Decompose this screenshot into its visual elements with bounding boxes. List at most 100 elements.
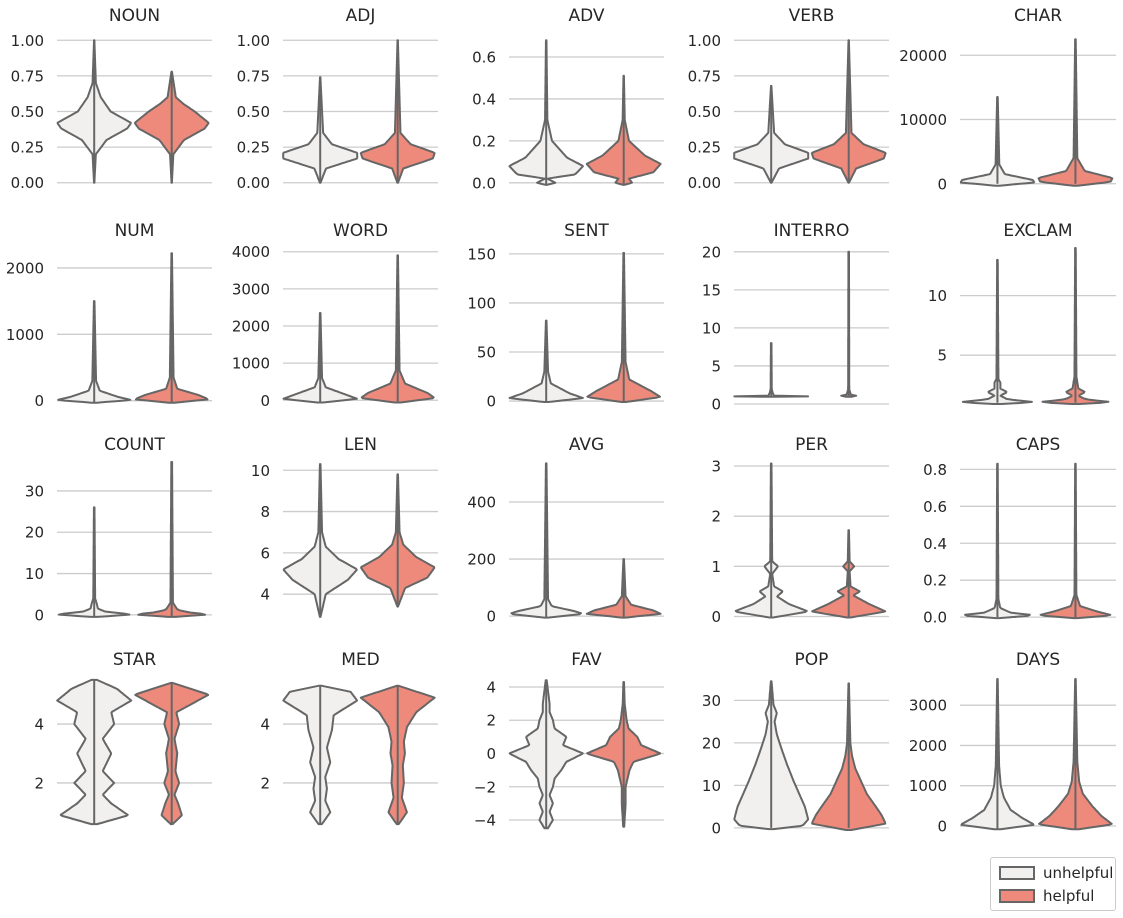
y-tick-label: 400 — [467, 493, 496, 511]
y-tick-label: 2 — [260, 774, 270, 792]
y-tick-label: 0.50 — [237, 103, 270, 121]
y-tick-label: −2 — [474, 778, 496, 796]
panel-per: PER 0 1 2 3 — [711, 435, 889, 626]
panel-caps: CAPS 0.0 0.2 0.4 0.6 0.8 — [923, 435, 1116, 627]
y-tick-label: 0 — [34, 606, 44, 624]
y-tick-label: 0 — [260, 392, 270, 410]
y-tick-label: 150 — [467, 245, 496, 263]
panel-title: POP — [795, 650, 829, 670]
y-tick-label: 30 — [25, 482, 44, 500]
y-tick-label: 20 — [25, 524, 44, 542]
y-tick-label: 0.00 — [11, 174, 44, 192]
y-tick-label: 10000 — [899, 111, 947, 129]
y-tick-label: 0.8 — [923, 461, 947, 479]
y-tick-label: 0.50 — [11, 103, 44, 121]
panel-exclam: EXCLAM 5 10 — [928, 221, 1116, 405]
y-tick-label: 30 — [702, 692, 721, 710]
panel-title: NOUN — [109, 6, 160, 26]
panel-pop: POP 0 10 20 30 — [702, 650, 889, 837]
y-tick-label: 20 — [702, 243, 721, 261]
y-tick-label: 100 — [467, 294, 496, 312]
y-tick-label: 0 — [486, 393, 496, 411]
panel-avg: AVG 0 200 400 — [467, 435, 664, 626]
y-tick-label: 0 — [711, 396, 721, 414]
panel-interro: INTERRO 0 5 10 15 20 — [702, 221, 889, 414]
y-tick-label: 5 — [711, 357, 721, 375]
panel-title: NUM — [115, 221, 155, 241]
panel-title: VERB — [789, 6, 835, 26]
panel-len: LEN 4 6 8 10 — [251, 435, 438, 618]
y-tick-label: 10 — [25, 565, 44, 583]
panel-days: DAYS 0 1000 2000 3000 — [909, 650, 1116, 835]
panel-title: STAR — [113, 650, 156, 670]
legend-item-unhelpful: unhelpful — [999, 863, 1113, 883]
y-tick-label: 0.25 — [237, 139, 270, 157]
y-tick-label: 4 — [260, 716, 270, 734]
panel-title: ADJ — [346, 6, 376, 26]
panel-word: WORD 0 1000 2000 3000 4000 — [232, 221, 438, 410]
y-tick-label: 50 — [477, 344, 496, 362]
y-tick-label: 1000 — [232, 355, 270, 373]
y-tick-label: 4 — [34, 716, 44, 734]
y-tick-label: 0.6 — [472, 48, 496, 66]
panel-num: NUM 0 1000 2000 — [6, 221, 212, 410]
y-tick-label: 3000 — [232, 280, 270, 298]
y-tick-label: 1.00 — [11, 32, 44, 50]
y-tick-label: 0 — [711, 608, 721, 626]
panel-title: AVG — [569, 435, 604, 455]
y-tick-label: −4 — [474, 812, 496, 830]
panel-char: CHAR 0 10000 20000 — [899, 6, 1116, 193]
y-tick-label: 0.4 — [923, 535, 947, 553]
panel-title: FAV — [571, 650, 602, 670]
y-tick-label: 0.2 — [472, 132, 496, 150]
panel-star: STAR 2 4 — [34, 650, 212, 826]
y-tick-label: 0 — [486, 608, 496, 626]
panel-title: MED — [341, 650, 380, 670]
y-tick-label: 0.25 — [688, 139, 721, 157]
y-tick-label: 10 — [251, 462, 270, 480]
legend-label-unhelpful: unhelpful — [1043, 864, 1114, 882]
y-tick-label: 2000 — [6, 259, 44, 277]
panel-fav: FAV −4 −2 0 2 4 — [474, 650, 664, 830]
y-tick-label: 2 — [711, 508, 721, 526]
y-tick-label: 2 — [486, 712, 496, 730]
y-tick-label: 10 — [702, 777, 721, 795]
panel-adv: ADV 0.0 0.2 0.4 0.6 — [472, 6, 664, 192]
y-tick-label: 1 — [711, 558, 721, 576]
panel-count: COUNT 0 10 20 30 — [25, 435, 212, 624]
legend-swatch-unhelpful — [999, 866, 1035, 880]
y-tick-label: 0.2 — [923, 572, 947, 590]
y-tick-label: 0 — [486, 745, 496, 763]
y-tick-label: 5 — [937, 347, 947, 365]
y-tick-label: 8 — [260, 503, 270, 521]
panel-title: CAPS — [1016, 435, 1061, 455]
panel-title: PER — [795, 435, 828, 455]
panel-title: WORD — [333, 221, 388, 241]
y-tick-label: 20000 — [899, 47, 947, 65]
panel-med: MED 2 4 — [260, 650, 438, 826]
y-tick-label: 4 — [486, 678, 496, 696]
y-tick-label: 3000 — [909, 697, 947, 715]
panel-title: INTERRO — [774, 221, 850, 241]
legend: unhelpful helpful — [990, 857, 1116, 911]
y-tick-label: 0.0 — [472, 174, 496, 192]
panel-title: DAYS — [1016, 650, 1060, 670]
y-tick-label: 0.75 — [11, 67, 44, 85]
legend-item-helpful: helpful — [999, 886, 1094, 906]
y-tick-label: 2000 — [232, 318, 270, 336]
panel-noun: NOUN 0.00 0.25 0.50 0.75 1.00 — [11, 6, 212, 192]
y-tick-label: 0.25 — [11, 139, 44, 157]
panel-title: SENT — [564, 221, 609, 241]
y-tick-label: 0.4 — [472, 90, 496, 108]
y-tick-label: 4 — [260, 586, 270, 604]
y-tick-label: 0.6 — [923, 498, 947, 516]
y-tick-label: 0 — [711, 819, 721, 837]
y-tick-label: 200 — [467, 551, 496, 569]
y-tick-label: 15 — [702, 281, 721, 299]
panel-verb: VERB 0.00 0.25 0.50 0.75 1.00 — [688, 6, 889, 192]
panel-title: COUNT — [104, 435, 165, 455]
panel-title: CHAR — [1014, 6, 1062, 26]
y-tick-label: 4000 — [232, 243, 270, 261]
y-tick-label: 0 — [937, 175, 947, 193]
